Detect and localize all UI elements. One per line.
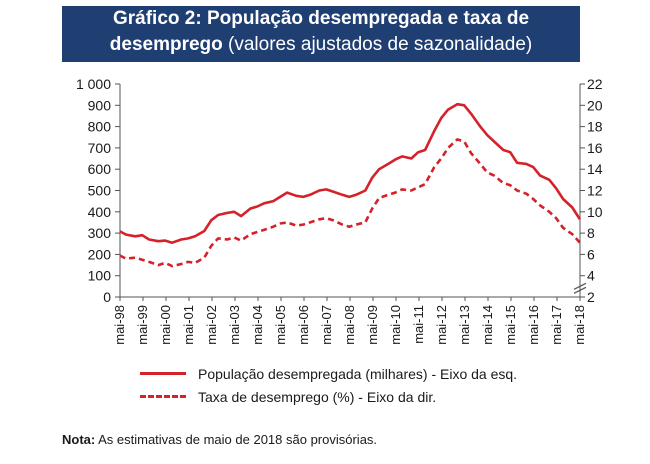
chart-title-bold: Gráfico 2: População desempregada e taxa… [112,8,530,29]
left-tick-label: 700 [88,140,112,156]
left-tick-label: 0 [103,289,111,305]
left-tick-label: 200 [88,246,112,262]
left-tick-label: 900 [88,97,112,113]
x-tick-label: mai-98 [112,305,127,345]
x-tick-label: mai-11 [411,305,426,344]
chart-subtitle: (valores ajustados de sazonalidade) [222,34,533,55]
right-tick-label: 2 [587,289,595,305]
legend-label-rate: Taxa de desemprego (%) - Eixo da dir. [198,388,437,405]
left-tick-label: 800 [88,119,112,135]
x-tick-label: mai-13 [457,305,472,345]
x-tick-label: mai-99 [135,305,150,345]
x-tick-label: mai-02 [204,305,219,345]
chart-title-bold-2: desemprego [109,34,223,55]
chart-legend: População desempregada (milhares) - Eixo… [140,362,517,408]
x-tick-label: mai-01 [181,305,196,345]
left-tick-label: 400 [88,204,112,220]
x-tick-label: mai-15 [503,305,518,345]
chart-axes [115,83,587,301]
x-tick-label: mai-04 [250,305,265,345]
x-tick-label: mai-09 [365,305,380,345]
chart-tick-labels: 0 100 200 300 400 500 600 700 800 900 1 000 2 4 6 8 10 1… [76,76,603,345]
chart-series [119,102,581,268]
legend-swatch-dashed [140,395,186,398]
right-tick-label: 4 [587,268,595,284]
legend-entry-rate: Taxa de desemprego (%) - Eixo da dir. [140,385,517,408]
x-tick-label: mai-07 [319,305,334,345]
left-tick-label: 500 [88,183,112,199]
right-tick-label: 16 [587,140,603,156]
left-tick-label: 1 000 [76,76,111,92]
right-tick-label: 10 [587,204,603,220]
x-tick-label: mai-16 [526,305,541,345]
x-tick-label: mai-17 [549,305,564,345]
chart-title-band: Gráfico 2: População desempregada e taxa… [62,6,580,62]
right-tick-label: 18 [587,119,603,135]
x-tick-label: mai-00 [158,305,173,345]
left-tick-label: 100 [88,268,112,284]
x-tick-label: mai-18 [572,305,587,345]
left-tick-label: 300 [88,225,112,241]
x-tick-label: mai-05 [273,305,288,345]
x-tick-label: mai-10 [388,305,403,345]
x-tick-label: mai-08 [342,305,357,345]
series-line-population [119,102,581,244]
chart-title-line-1: Gráfico 2: População desempregada e taxa… [62,6,580,32]
x-tick-label: mai-03 [227,305,242,345]
right-tick-label: 20 [587,97,603,113]
chart-title-line-2: desemprego (valores ajustados de sazonal… [62,32,580,58]
axis-break-mark [573,286,587,294]
right-tick-label: 8 [587,225,595,241]
x-tick-label: mai-06 [296,305,311,345]
note-label: Nota: [62,432,96,447]
x-tick-label: mai-12 [434,305,449,345]
note-text: As estimativas de maio de 2018 são provi… [95,432,378,447]
legend-label-population: População desempregada (milhares) - Eixo… [198,365,518,382]
left-tick-label: 600 [88,161,112,177]
legend-entry-population: População desempregada (milhares) - Eixo… [140,362,517,385]
chart-note: Nota: As estimativas de maio de 2018 são… [62,432,377,447]
right-tick-label: 12 [587,183,603,199]
x-tick-label: mai-14 [480,305,495,345]
right-tick-label: 14 [587,161,603,177]
legend-swatch-solid [140,372,186,375]
right-tick-label: 6 [587,246,595,262]
series-line-rate [119,138,581,268]
right-tick-label: 22 [587,76,603,92]
axis-break-mark [573,282,587,290]
